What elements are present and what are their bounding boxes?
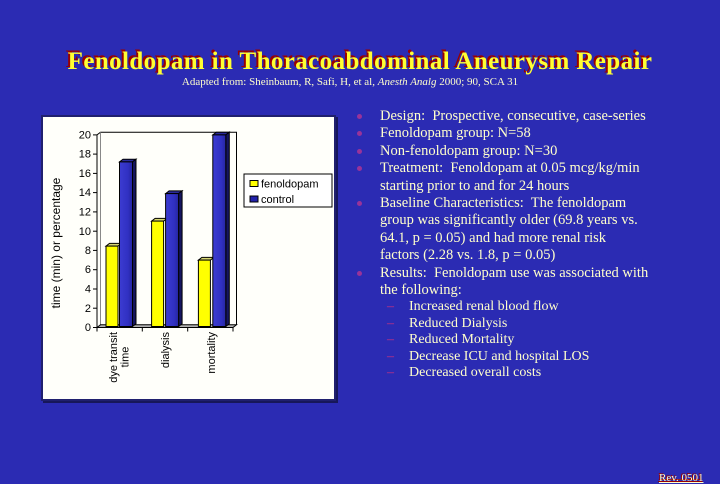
svg-text:dye transit: dye transit [108,332,120,383]
svg-text:20: 20 [79,130,91,142]
svg-text:14: 14 [79,187,91,199]
svg-text:fenoldopam: fenoldopam [261,179,319,191]
svg-text:2: 2 [85,303,91,315]
svg-text:time (min) or percentage: time (min) or percentage [49,177,63,308]
svg-text:16: 16 [79,168,91,180]
svg-text:mortality: mortality [206,332,218,374]
svg-text:time: time [120,347,132,368]
svg-text:4: 4 [85,284,91,296]
svg-text:12: 12 [79,207,91,219]
svg-text:6: 6 [85,264,91,276]
svg-text:8: 8 [85,245,91,257]
svg-text:18: 18 [79,149,91,161]
svg-text:10: 10 [79,226,91,238]
svg-text:dialysis: dialysis [160,332,172,369]
svg-text:control: control [261,194,294,206]
svg-text:0: 0 [85,322,91,334]
